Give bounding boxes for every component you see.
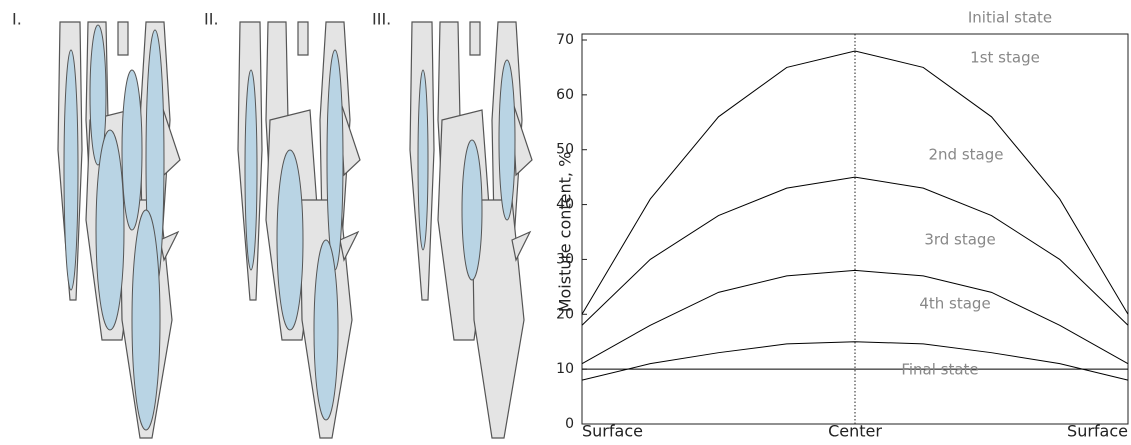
water [417, 69, 429, 251]
annotation: 1st stage [970, 49, 1040, 67]
water [244, 69, 258, 271]
water [276, 149, 304, 331]
panel-3: III. [372, 10, 533, 439]
water [326, 49, 344, 271]
y-tick-label: 60 [556, 87, 574, 103]
water [131, 209, 161, 431]
y-tick-label: 70 [556, 32, 574, 48]
y-axis-label: Moisture content, % [556, 152, 575, 313]
annotation: 3rd stage [924, 231, 995, 249]
panel-label: III. [372, 10, 391, 29]
series-line [581, 50, 1129, 315]
y-tick-label: 0 [565, 416, 574, 432]
panel-2: II. [204, 10, 361, 439]
annotation: Initial state [968, 9, 1052, 27]
y-tick-label: 10 [556, 361, 574, 377]
x-tick-label: Surface [1067, 422, 1128, 441]
water [498, 59, 516, 221]
series-line [581, 176, 1129, 326]
y-tick-label: 40 [556, 197, 574, 213]
annotation: 4th stage [919, 295, 990, 313]
annotation: Final state [901, 361, 978, 379]
water [63, 49, 79, 291]
water [89, 24, 107, 166]
x-tick-label: Center [828, 422, 882, 441]
series-line [581, 269, 1129, 365]
water [461, 139, 483, 281]
panel-label: I. [12, 10, 22, 29]
y-tick-label: 30 [556, 251, 574, 267]
plot-frame [581, 33, 1129, 425]
water [313, 239, 339, 421]
annotation: 2nd stage [929, 146, 1004, 164]
water [95, 129, 125, 331]
series-line [581, 341, 1129, 381]
y-tick-label: 20 [556, 306, 574, 322]
y-tick-label: 50 [556, 142, 574, 158]
x-tick-label: Surface [582, 422, 643, 441]
panel-1: I. [12, 10, 181, 439]
water [121, 69, 143, 231]
panel-label: II. [204, 10, 219, 29]
